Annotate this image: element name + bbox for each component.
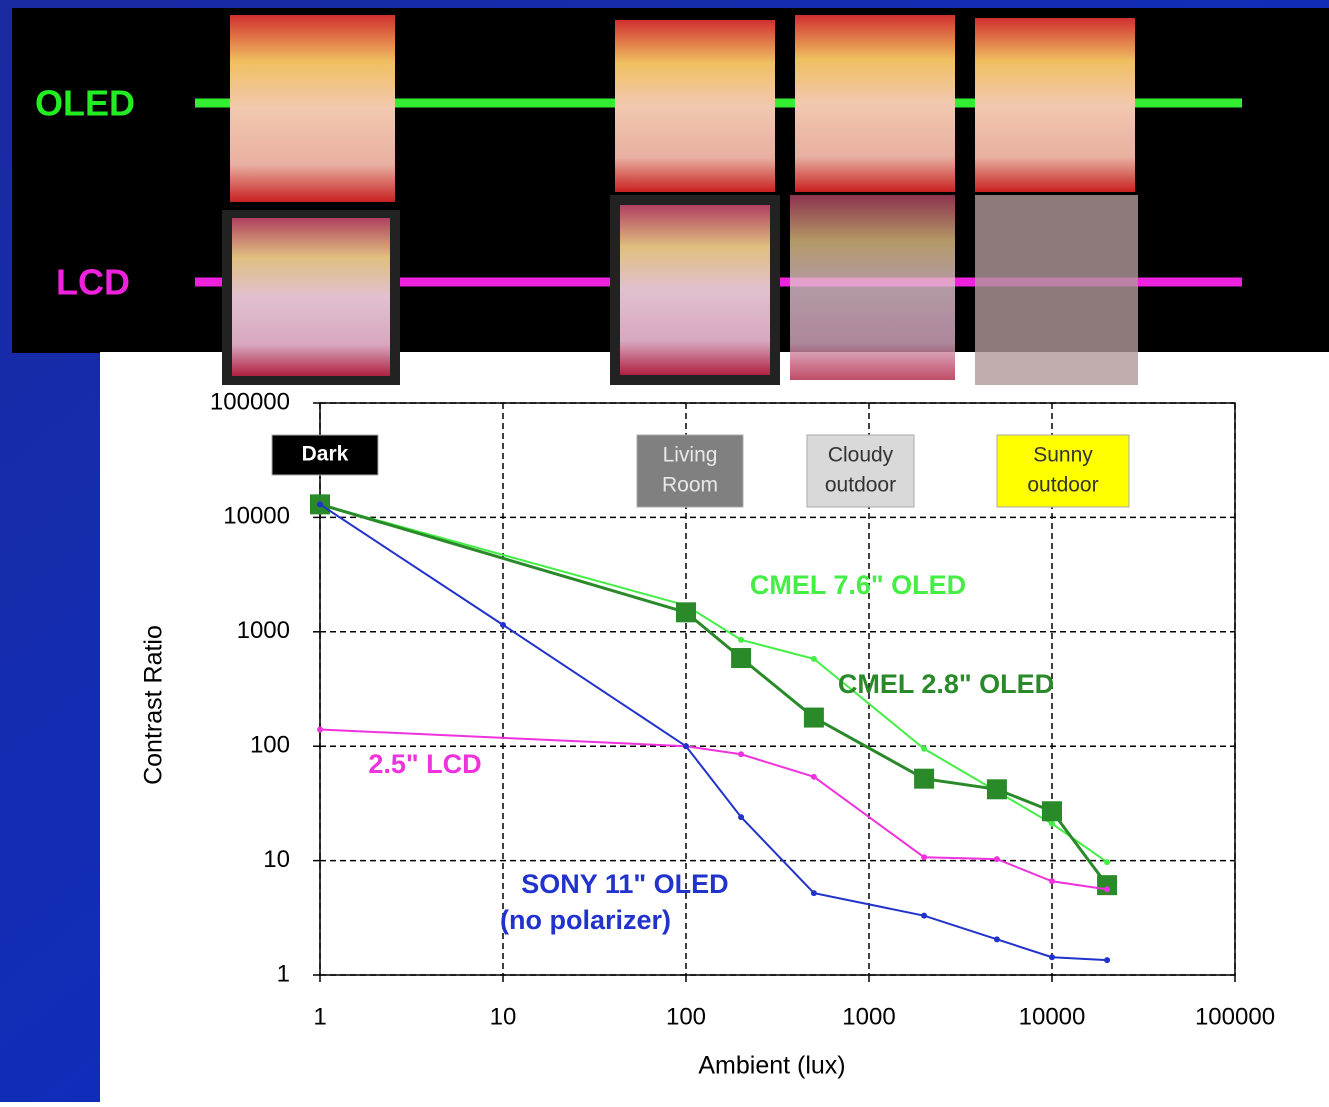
photo (232, 218, 390, 376)
y-tick-label: 100000 (210, 388, 290, 415)
marker (317, 501, 323, 508)
marker (1049, 954, 1055, 961)
photo (795, 15, 955, 192)
x-tick-label: 100000 (1195, 1003, 1275, 1030)
marker (993, 856, 1000, 863)
marker (810, 890, 817, 897)
marker (683, 743, 689, 750)
x-tick-label: 10000 (1019, 1003, 1086, 1030)
marker (738, 636, 745, 643)
photo (790, 195, 955, 380)
annotation-box (271, 434, 379, 476)
x-tick-label: 1000 (842, 1003, 895, 1030)
plot-frame (319, 402, 1236, 976)
annotation-text: outdoor (1027, 474, 1098, 497)
annotation-box (996, 434, 1130, 508)
marker (1104, 886, 1111, 893)
marker (317, 726, 323, 733)
annotation-text: Dark (302, 443, 349, 466)
x-tick-label: 1 (313, 1003, 326, 1030)
series-label: SONY 11" OLED (521, 869, 728, 899)
marker (1097, 875, 1118, 896)
y-tick-label: 1000 (237, 617, 290, 644)
marker (738, 814, 745, 821)
annotation-text: Living (663, 444, 718, 467)
marker (803, 707, 824, 728)
marker (921, 745, 928, 752)
annotation-text: Cloudy (828, 444, 894, 467)
y-axis-label: Contrast Ratio (140, 625, 168, 785)
marker (1104, 957, 1111, 964)
marker (500, 621, 506, 628)
marker (1042, 801, 1062, 822)
marker (986, 779, 1007, 800)
photo (230, 15, 395, 202)
y-tick-label: 10000 (223, 503, 290, 530)
photo (975, 18, 1135, 192)
photos (222, 15, 1138, 385)
annotation-box (636, 434, 744, 508)
photo (975, 195, 1138, 385)
row-label: LCD (56, 262, 130, 303)
series-label-note: (no polarizer) (500, 905, 671, 935)
marker (810, 773, 817, 780)
marker (993, 936, 1000, 943)
series-label: CMEL 7.6" OLED (750, 570, 966, 600)
marker (1049, 878, 1055, 885)
marker (731, 648, 752, 669)
annotation-text: Room (662, 474, 718, 497)
marker (810, 655, 817, 662)
y-tick-label: 1 (277, 960, 290, 987)
photo (620, 205, 770, 375)
annotation-text: outdoor (825, 474, 896, 497)
marker (914, 768, 935, 789)
annotation-text: Sunny (1033, 444, 1093, 467)
y-tick-label: 10 (263, 846, 290, 873)
marker (738, 751, 745, 758)
x-tick-label: 100 (666, 1003, 706, 1030)
marker (921, 854, 928, 861)
x-axis-label: Ambient (lux) (698, 1052, 845, 1080)
marker (1049, 820, 1055, 827)
series-label: CMEL 2.8" OLED (838, 669, 1054, 699)
annotation-box (806, 434, 915, 508)
y-tick-label: 100 (250, 732, 290, 759)
marker (1104, 859, 1111, 866)
series-line (319, 728, 1108, 891)
marker (921, 912, 928, 919)
row-label: OLED (35, 83, 135, 124)
marker (676, 602, 696, 623)
series-label: 2.5" LCD (368, 749, 481, 779)
photo (615, 20, 775, 192)
x-tick-label: 10 (490, 1003, 517, 1030)
